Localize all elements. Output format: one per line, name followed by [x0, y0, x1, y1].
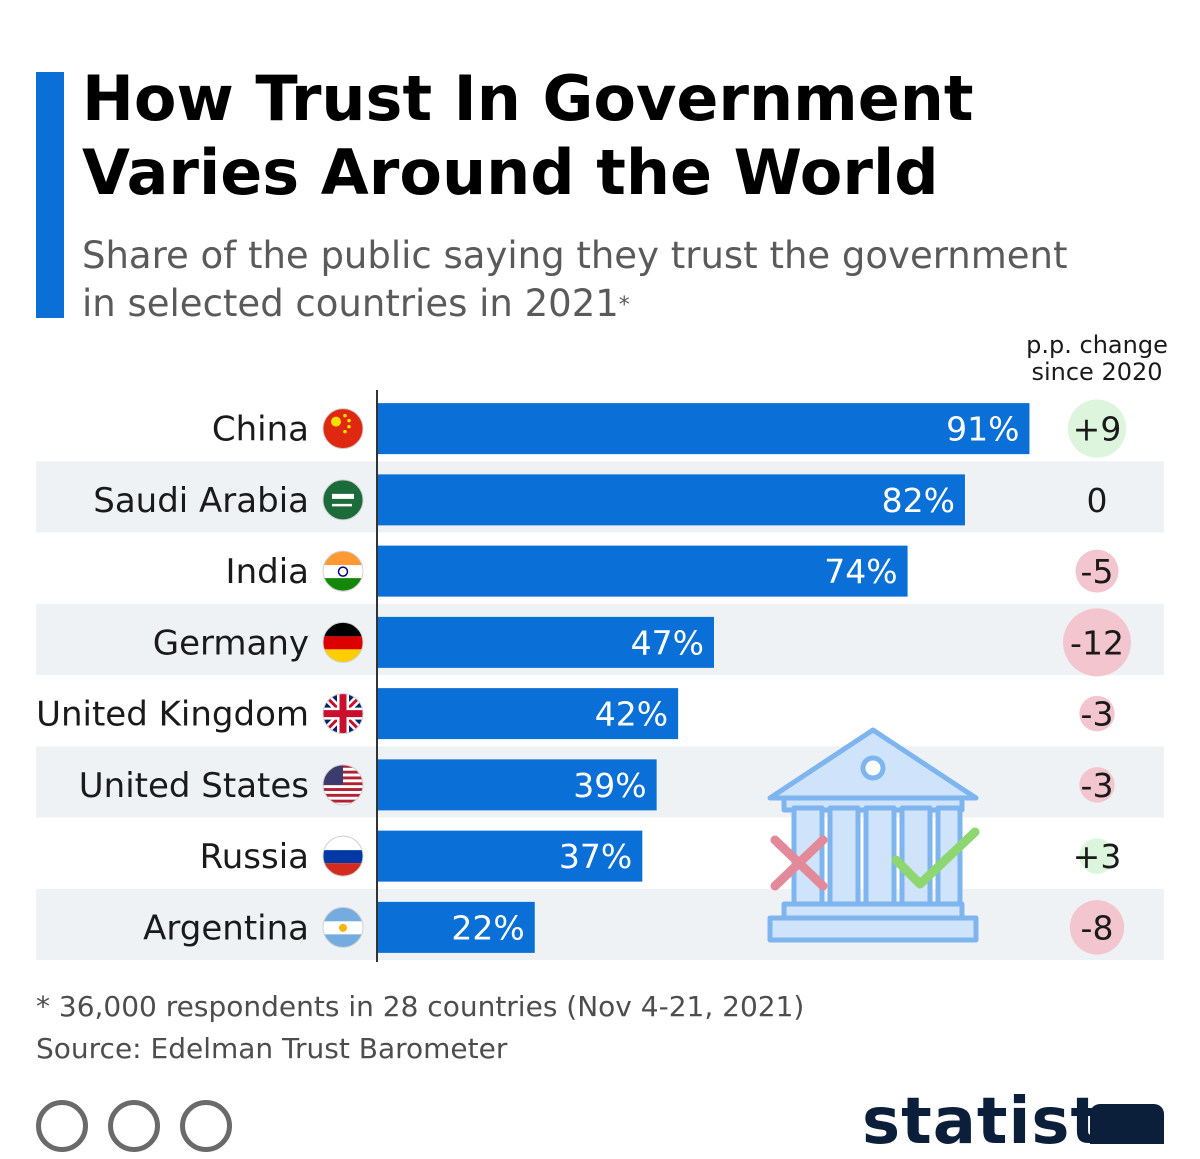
bar-value-label: 82%	[882, 481, 955, 520]
government-building-illustration	[767, 727, 980, 943]
subtitle-line-1: Share of the public saying they trust th…	[82, 234, 1068, 277]
subtitle-asterisk: *	[618, 293, 630, 318]
bar-chart: China 91% +9 Saudi Arabia 82% 0 India 74% -5 Germ…	[36, 390, 1164, 962]
india-flag-icon	[322, 550, 364, 592]
bar-value-label: 74%	[824, 552, 897, 591]
change-label: -8	[1081, 908, 1114, 947]
china-flag-icon	[322, 408, 364, 450]
subtitle-line-2: in selected countries in 2021	[82, 282, 619, 325]
bar	[377, 759, 657, 811]
bar	[377, 830, 643, 882]
building-column-4	[899, 805, 933, 907]
category-label: Germany	[153, 623, 309, 663]
bar-value-label: 91%	[946, 410, 1019, 449]
change-header-line-2: since 2020	[1031, 358, 1163, 386]
bar	[377, 474, 965, 526]
change-bubble	[1079, 838, 1115, 874]
cross-mark-icon	[770, 835, 828, 891]
title-line-2: Varies Around the World	[82, 136, 939, 209]
united-states-flag-icon	[322, 764, 364, 806]
footnote: * 36,000 respondents in 28 countries (No…	[36, 990, 805, 1023]
bar-value-label: 39%	[573, 766, 646, 805]
building-column-2	[827, 805, 861, 907]
change-label: -3	[1081, 766, 1114, 805]
attribution-icon[interactable]	[108, 1100, 160, 1152]
change-bubble	[1079, 767, 1115, 803]
category-label: United States	[79, 766, 309, 806]
bar	[377, 901, 535, 953]
chart-title: How Trust In Government Varies Around th…	[82, 62, 974, 210]
category-label: China	[212, 410, 309, 450]
saudi-arabia-flag-icon	[322, 479, 364, 521]
chart-subtitle: Share of the public saying they trust th…	[82, 232, 1068, 328]
bar	[377, 616, 714, 668]
united-kingdom-flag-icon	[322, 693, 364, 735]
argentina-flag-icon	[322, 906, 364, 948]
check-mark-icon	[891, 827, 980, 889]
bar	[377, 403, 1030, 455]
bar	[377, 545, 908, 597]
creative-commons-icon[interactable]	[36, 1100, 88, 1152]
building-step-bottom	[767, 915, 979, 943]
change-label: 0	[1087, 481, 1108, 520]
germany-flag-icon	[322, 621, 364, 663]
bar-value-label: 47%	[631, 623, 704, 662]
change-bubble	[1067, 399, 1127, 458]
building-column-3	[863, 805, 897, 907]
change-label: -5	[1081, 552, 1114, 591]
bar-value-label: 22%	[451, 908, 524, 947]
title-line-1: How Trust In Government	[82, 62, 974, 135]
change-bubble	[1075, 549, 1119, 593]
change-header-line-1: p.p. change	[1026, 331, 1168, 359]
building-column-1	[791, 805, 825, 907]
category-label: Russia	[200, 837, 309, 877]
statista-logo-mark-icon	[1090, 1104, 1164, 1144]
change-label: +3	[1073, 837, 1122, 876]
category-label: Argentina	[143, 908, 309, 948]
change-bubble	[1069, 900, 1125, 955]
source-note: Source: Edelman Trust Barometer	[36, 1032, 508, 1065]
change-bubble	[1063, 608, 1131, 677]
building-roof-emblem	[860, 755, 886, 781]
no-derivatives-icon[interactable]	[180, 1100, 232, 1152]
change-label: -3	[1081, 695, 1114, 734]
bar-value-label: 42%	[595, 695, 668, 734]
bar-value-label: 37%	[559, 837, 632, 876]
change-bubble	[1079, 695, 1115, 732]
russia-flag-icon	[322, 835, 364, 877]
change-label: -12	[1070, 623, 1124, 662]
category-label: United Kingdom	[36, 695, 309, 735]
category-label: India	[226, 552, 309, 592]
change-label: +9	[1073, 410, 1122, 449]
title-accent-bar	[36, 72, 64, 318]
bar	[377, 688, 679, 740]
change-column-header: p.p. change since 2020	[1022, 332, 1172, 386]
category-label: Saudi Arabia	[93, 481, 309, 521]
